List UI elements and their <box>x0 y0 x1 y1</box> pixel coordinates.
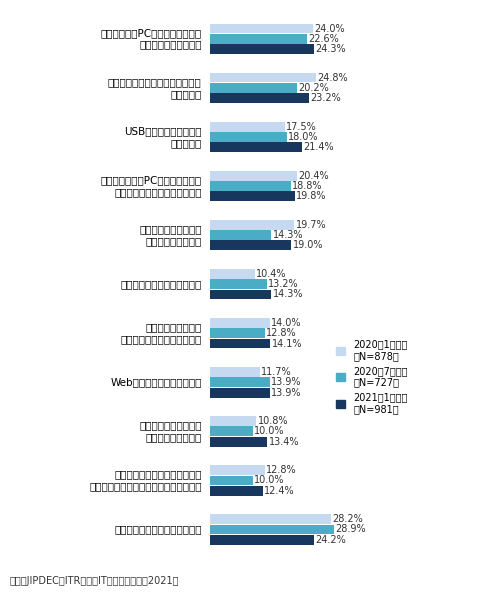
Bar <box>210 240 292 250</box>
Bar <box>210 132 287 142</box>
Text: 18.0%: 18.0% <box>288 132 319 142</box>
Bar <box>210 44 314 54</box>
Bar <box>210 279 266 289</box>
Text: 10.4%: 10.4% <box>256 269 286 279</box>
Text: 14.1%: 14.1% <box>272 339 302 349</box>
Bar <box>210 388 270 397</box>
Text: 22.6%: 22.6% <box>308 34 339 44</box>
Text: 24.2%: 24.2% <box>315 535 346 545</box>
Text: 13.9%: 13.9% <box>271 377 302 387</box>
Legend: 2020年1月調査
（N=878）, 2020年7月調査
（N=727）, 2021年1月調査
（N=981）: 2020年1月調査 （N=878）, 2020年7月調査 （N=727）, 20… <box>336 339 407 414</box>
Text: 20.2%: 20.2% <box>298 83 328 93</box>
Bar <box>210 171 298 181</box>
Text: 14.0%: 14.0% <box>272 318 302 328</box>
Bar <box>210 329 265 338</box>
Bar <box>210 34 307 44</box>
Bar <box>210 426 253 436</box>
Text: 14.3%: 14.3% <box>272 230 303 240</box>
Bar <box>210 525 334 535</box>
Bar <box>210 220 294 230</box>
Text: 20.4%: 20.4% <box>298 170 330 181</box>
Bar <box>210 122 285 131</box>
Text: 17.5%: 17.5% <box>286 122 317 131</box>
Bar <box>210 535 314 545</box>
Bar <box>210 437 268 446</box>
Bar <box>210 269 254 279</box>
Text: 24.0%: 24.0% <box>314 24 345 34</box>
Text: 19.0%: 19.0% <box>292 240 323 250</box>
Bar <box>210 416 256 426</box>
Text: 24.3%: 24.3% <box>316 44 346 54</box>
Bar <box>210 486 263 496</box>
Bar <box>210 73 316 82</box>
Text: 10.8%: 10.8% <box>258 416 288 426</box>
Bar <box>210 191 295 201</box>
Bar <box>210 181 290 191</box>
Text: 19.8%: 19.8% <box>296 191 326 201</box>
Bar <box>210 24 313 33</box>
Text: 28.9%: 28.9% <box>335 525 366 535</box>
Text: 28.2%: 28.2% <box>332 514 363 524</box>
Text: 13.2%: 13.2% <box>268 279 298 289</box>
Bar <box>210 83 296 93</box>
Text: 23.2%: 23.2% <box>310 93 342 103</box>
Text: 13.9%: 13.9% <box>271 388 302 398</box>
Bar <box>210 289 272 300</box>
Bar <box>210 465 265 475</box>
Bar <box>210 94 310 103</box>
Text: 19.7%: 19.7% <box>296 220 326 230</box>
Bar <box>210 230 272 240</box>
Text: 10.0%: 10.0% <box>254 426 284 436</box>
Bar <box>210 367 260 377</box>
Bar <box>210 318 270 328</box>
Text: 12.4%: 12.4% <box>264 485 295 496</box>
Text: 12.8%: 12.8% <box>266 328 297 338</box>
Bar <box>210 377 270 387</box>
Text: 24.8%: 24.8% <box>318 73 348 83</box>
Text: 21.4%: 21.4% <box>303 142 334 152</box>
Text: 10.0%: 10.0% <box>254 475 284 485</box>
Text: 13.4%: 13.4% <box>268 437 299 446</box>
Bar <box>210 475 253 485</box>
Bar <box>210 514 331 524</box>
Bar <box>210 339 270 349</box>
Text: 12.8%: 12.8% <box>266 465 297 475</box>
Text: 出典：JIPDEC／ITR「企業IT利活用動向調査2021」: 出典：JIPDEC／ITR「企業IT利活用動向調査2021」 <box>10 576 179 586</box>
Text: 18.8%: 18.8% <box>292 181 322 191</box>
Bar <box>210 142 302 152</box>
Text: 11.7%: 11.7% <box>262 367 292 377</box>
Text: 14.3%: 14.3% <box>272 289 303 300</box>
